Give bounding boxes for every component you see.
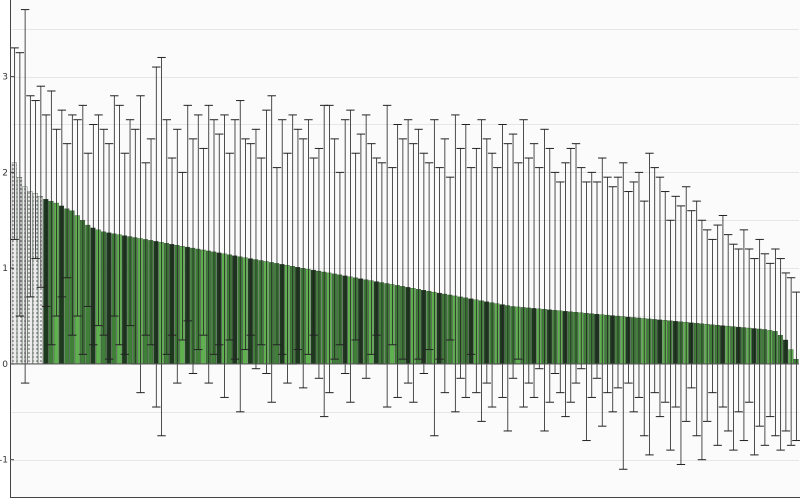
grid-lines bbox=[12, 29, 799, 461]
y-tick-label: 0 bbox=[2, 360, 8, 370]
y-tick-label: 2 bbox=[2, 168, 8, 178]
y-tick-label: -1 bbox=[0, 456, 8, 466]
y-tick-label: 1 bbox=[2, 264, 8, 274]
y-ticks: -1 0 1 2 3 bbox=[0, 73, 14, 466]
error-bars bbox=[10, 9, 800, 470]
y-tick-label: 3 bbox=[2, 73, 8, 83]
